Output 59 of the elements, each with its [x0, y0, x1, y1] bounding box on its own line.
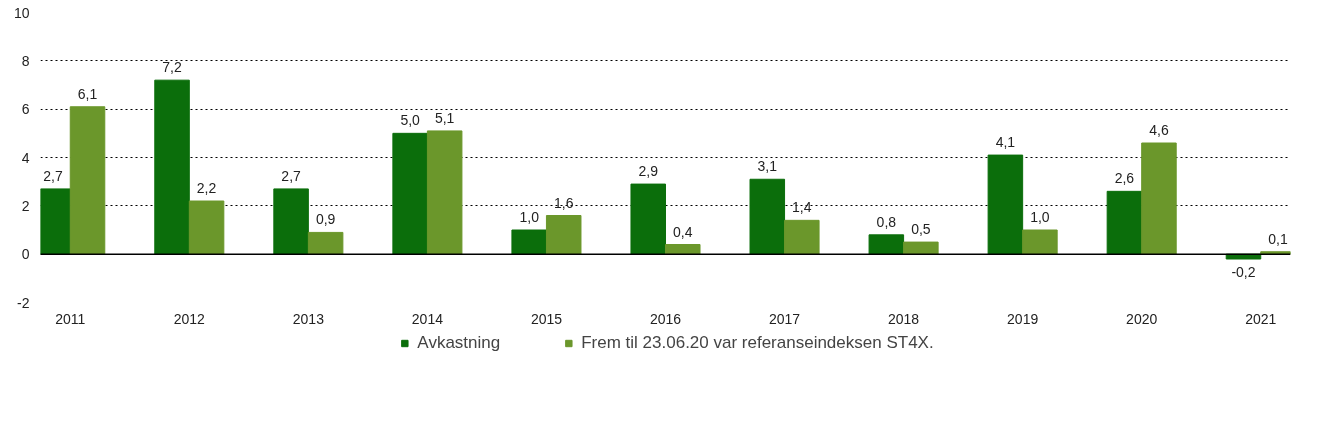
bar: [1022, 229, 1058, 255]
data-label: 1,0: [1030, 209, 1050, 225]
bar: [749, 178, 786, 255]
data-label: 2,9: [638, 163, 659, 180]
y-tick-label: 6: [21, 101, 30, 118]
data-label: 0,4: [673, 223, 693, 240]
x-tick-label: 2017: [768, 310, 801, 327]
bar: [392, 132, 428, 255]
data-label: 7,2: [162, 59, 182, 76]
y-tick-label: 2: [21, 197, 30, 214]
data-label: 0,9: [315, 211, 336, 228]
legend-label: Avkastning: [417, 333, 501, 353]
data-label: 2,7: [43, 167, 63, 184]
y-tick-label: 4: [21, 149, 30, 166]
data-label: 2,2: [196, 180, 217, 196]
x-tick-label: 2019: [1007, 310, 1039, 327]
y-tick-label: 10: [13, 4, 30, 21]
bar: [69, 106, 106, 255]
data-label: 1,4: [792, 199, 812, 216]
data-label: 0,5: [911, 221, 931, 238]
bar: [784, 219, 820, 255]
bar: [1106, 190, 1143, 255]
data-label: 2,7: [281, 167, 302, 184]
data-label: 0,1: [1268, 230, 1288, 247]
x-tick-label: 2012: [173, 310, 206, 327]
x-tick-label: 2021: [1245, 310, 1277, 327]
x-tick-label: 2016: [649, 310, 682, 327]
y-tick-label: 8: [21, 52, 30, 69]
data-label: 5,1: [434, 109, 455, 126]
x-tick-label: 2011: [55, 310, 86, 327]
bar: [426, 130, 463, 255]
bar: [545, 215, 582, 255]
bar: [511, 229, 547, 255]
x-tick-label: 2015: [530, 310, 563, 327]
data-label: 4,6: [1149, 122, 1169, 138]
data-label: 5,0: [400, 112, 421, 129]
data-label: 1,0: [519, 209, 540, 225]
y-tick-label: 0: [21, 246, 30, 263]
x-tick-label: 2020: [1126, 310, 1158, 327]
bar: [273, 188, 309, 255]
data-label: 2,6: [1114, 170, 1135, 187]
bar: [868, 234, 905, 255]
data-label: 0,8: [876, 213, 897, 230]
data-label: 6,1: [77, 85, 98, 102]
bar: [307, 231, 344, 255]
x-tick-label: 2018: [888, 310, 920, 327]
bar: [154, 79, 190, 255]
bar: [1141, 142, 1177, 255]
x-tick-label: 2014: [411, 310, 444, 327]
bar: [188, 200, 225, 255]
data-label: -0,2: [1231, 264, 1256, 280]
bar: [987, 154, 1024, 255]
legend-label: Frem til 23.06.20 var referanseindeksen ST4X.: [581, 333, 934, 353]
data-label: 3,1: [757, 158, 778, 175]
bar: [630, 183, 666, 255]
x-tick-label: 2013: [292, 310, 325, 327]
y-tick-label: -2: [17, 294, 30, 311]
data-label: 4,1: [995, 134, 1016, 151]
bar: [903, 241, 939, 255]
